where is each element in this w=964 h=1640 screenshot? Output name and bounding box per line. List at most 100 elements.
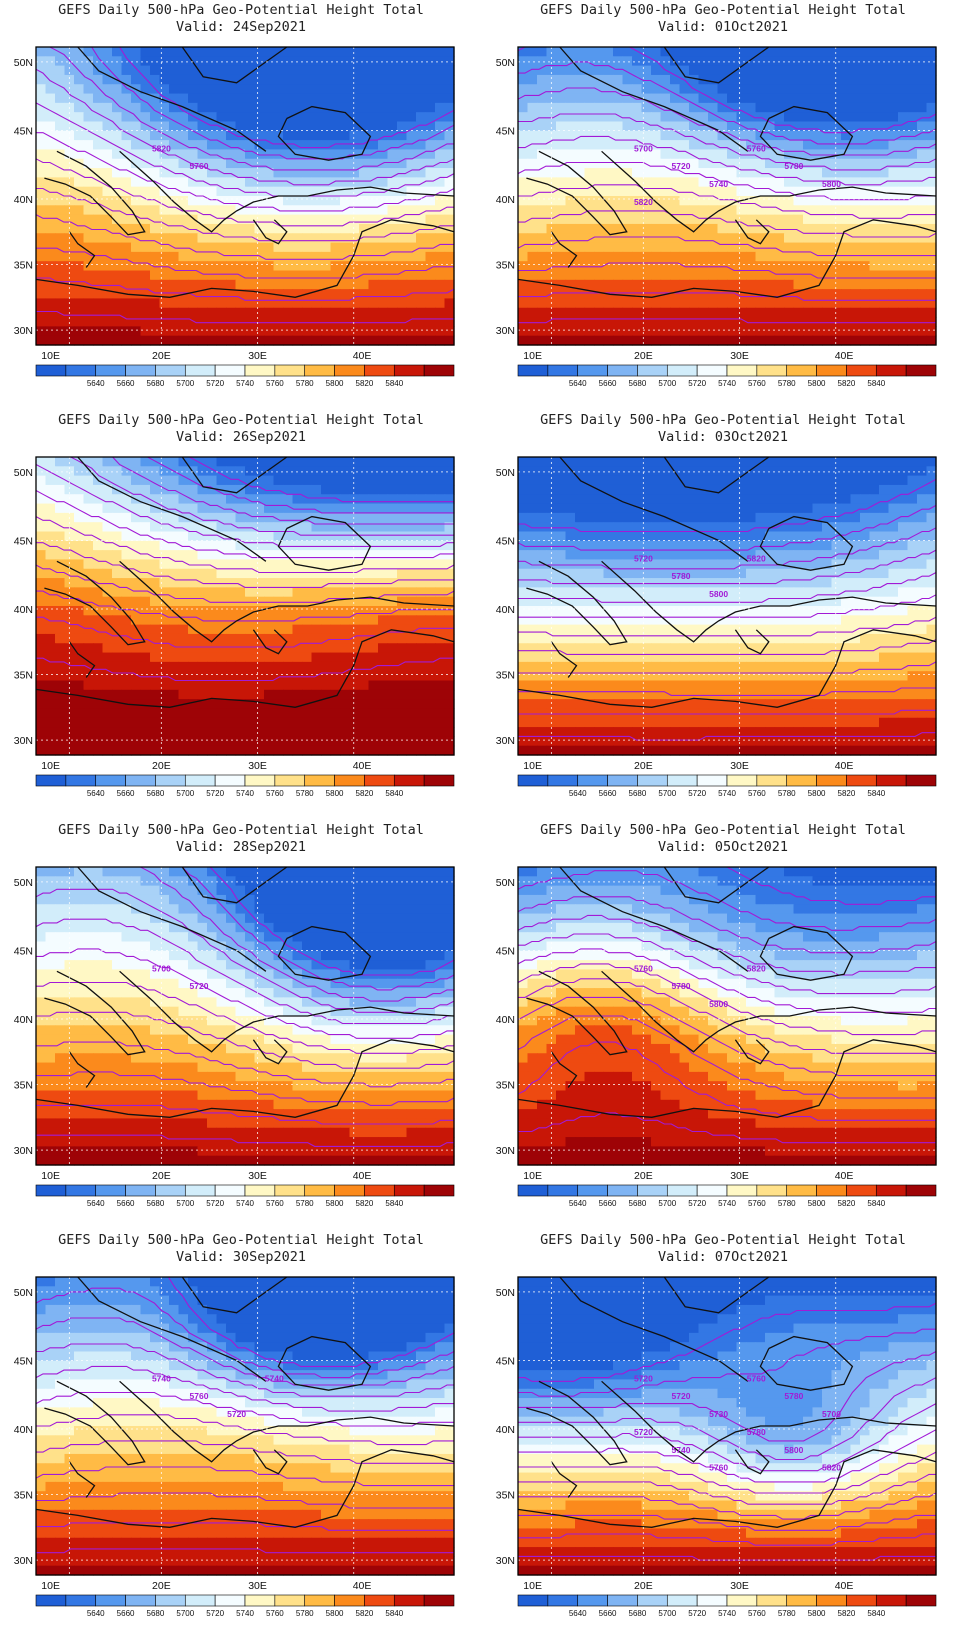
field-cell [406, 531, 417, 542]
field-cell [159, 65, 170, 76]
field-cell [416, 74, 427, 85]
field-cell [584, 74, 595, 85]
field-cell [765, 466, 776, 477]
field-cell [292, 130, 303, 141]
field-cell [774, 307, 785, 318]
field-cell [207, 494, 218, 505]
field-cell [235, 242, 246, 253]
field-cell [527, 74, 538, 85]
field-cell [736, 531, 747, 542]
field-cell [784, 223, 795, 234]
field-cell [216, 475, 227, 486]
field-cell [273, 484, 284, 495]
field-cell [822, 522, 833, 533]
field-cell [283, 457, 294, 467]
field-cell [746, 223, 757, 234]
field-cell [518, 457, 529, 467]
field-cell [378, 578, 389, 588]
field-cell [755, 65, 766, 76]
field-cell [416, 550, 427, 561]
field-cell [235, 223, 246, 234]
field-cell [102, 512, 113, 523]
field-cell [283, 540, 294, 551]
field-cell [537, 130, 548, 141]
field-cell [273, 214, 284, 225]
field-cell [765, 279, 776, 290]
field-cell [121, 65, 132, 76]
field-cell [254, 326, 265, 337]
field-cell [708, 56, 719, 67]
field-cell [311, 279, 322, 290]
field-cell [689, 335, 700, 346]
field-cell [831, 289, 842, 300]
field-cell [140, 484, 151, 495]
field-cell [368, 205, 379, 216]
field-cell [64, 84, 75, 95]
field-cell [444, 503, 455, 514]
field-cell [387, 484, 398, 495]
field-cell [197, 65, 208, 76]
field-cell [387, 531, 398, 542]
field-cell [736, 205, 747, 216]
field-cell [330, 568, 341, 579]
field-cell [879, 503, 890, 514]
field-cell [888, 233, 899, 244]
field-cell [575, 233, 586, 244]
field-cell [216, 745, 227, 756]
field-cell [518, 168, 529, 178]
field-cell [283, 643, 294, 654]
field-cell [406, 186, 417, 197]
field-cell [841, 158, 852, 169]
field-cell [444, 661, 455, 672]
field-cell [340, 727, 351, 737]
field-cell [651, 168, 662, 178]
field-cell [159, 689, 170, 700]
field-cell [603, 196, 614, 206]
field-cell [689, 251, 700, 262]
field-cell [888, 65, 899, 76]
field-cell [83, 540, 94, 551]
field-cell [917, 484, 928, 495]
field-cell [603, 512, 614, 523]
field-cell [321, 214, 332, 225]
field-cell [444, 326, 455, 337]
field-cell [708, 317, 719, 327]
field-cell [330, 149, 341, 160]
field-cell [283, 633, 294, 644]
field-cell [112, 689, 123, 700]
field-cell [793, 205, 804, 216]
field-cell [140, 540, 151, 551]
field-cell [283, 279, 294, 290]
colorbar-label: 5640 [569, 379, 587, 388]
field-cell [64, 289, 75, 300]
field-cell [803, 74, 814, 85]
field-cell [425, 680, 436, 691]
field-cell [746, 196, 757, 206]
field-cell [112, 112, 123, 123]
field-cell [235, 559, 246, 570]
field-cell [83, 84, 94, 95]
field-cell [150, 102, 161, 113]
field-cell [102, 112, 113, 123]
field-cell [178, 74, 189, 85]
field-cell [121, 242, 132, 253]
field-cell [537, 140, 548, 151]
field-cell [378, 643, 389, 654]
field-cell [784, 93, 795, 104]
field-cell [784, 512, 795, 523]
field-cell [169, 326, 180, 337]
field-cell [264, 522, 275, 533]
field-cell [397, 84, 408, 95]
field-cell [727, 149, 738, 160]
field-cell [518, 112, 529, 123]
field-cell [178, 466, 189, 477]
field-cell [45, 223, 56, 234]
field-cell [698, 233, 709, 244]
field-cell [273, 578, 284, 588]
field-cell [83, 261, 94, 272]
field-cell [632, 121, 643, 132]
colorbar-swatch [184, 364, 216, 377]
field-cell [216, 242, 227, 253]
field-cell [527, 223, 538, 234]
field-cell [264, 56, 275, 67]
